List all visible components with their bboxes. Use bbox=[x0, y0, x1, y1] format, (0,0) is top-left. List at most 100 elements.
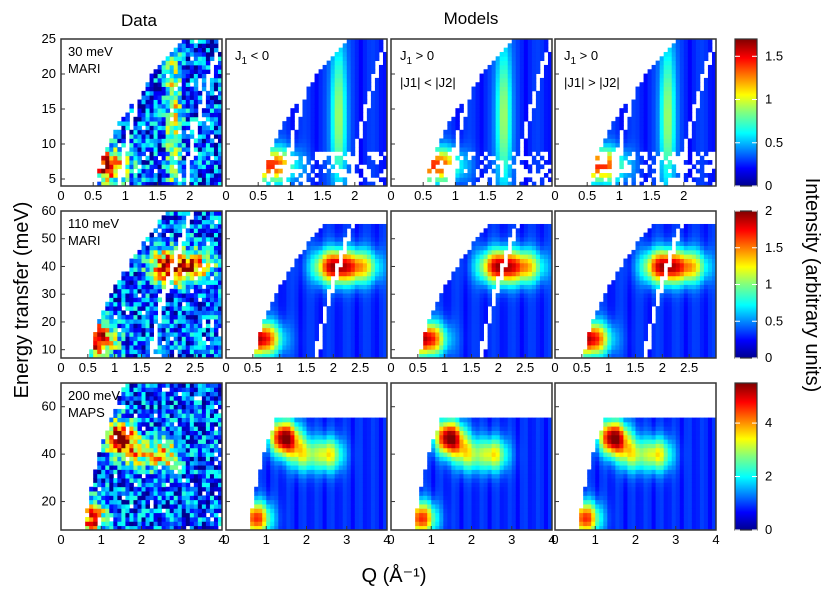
heatmap-cell bbox=[201, 121, 207, 126]
heatmap-cell bbox=[342, 121, 348, 126]
heatmap-cell bbox=[278, 314, 283, 320]
heatmap-cell bbox=[354, 64, 360, 70]
heatmap-cell bbox=[358, 267, 364, 272]
heatmap-cell bbox=[539, 249, 545, 255]
heatmap-cell bbox=[503, 232, 509, 238]
heatmap-cell bbox=[358, 293, 364, 298]
heatmap-cell bbox=[141, 142, 146, 148]
heatmap-cell bbox=[519, 323, 525, 329]
heatmap-cell bbox=[370, 168, 376, 174]
heatmap-cell bbox=[635, 160, 640, 165]
heatmap-cell bbox=[157, 280, 163, 285]
heatmap-cell bbox=[197, 160, 203, 165]
heatmap-cell bbox=[205, 64, 211, 70]
heatmap-cell bbox=[631, 103, 636, 109]
heatmap-cell bbox=[499, 177, 505, 183]
heatmap-cell bbox=[667, 116, 673, 122]
heatmap-cell bbox=[443, 142, 448, 148]
heatmap-cell bbox=[378, 245, 384, 251]
heatmap-cell bbox=[607, 164, 612, 170]
heatmap-cell bbox=[153, 310, 158, 316]
heatmap-cell bbox=[189, 310, 195, 316]
heatmap-cell bbox=[503, 314, 509, 320]
heatmap-cell bbox=[382, 155, 388, 161]
heatmap-cell bbox=[121, 138, 126, 144]
heatmap-cell bbox=[326, 241, 332, 246]
heatmap-cell bbox=[535, 332, 541, 337]
heatmap-cell bbox=[663, 73, 669, 79]
heatmap-cell bbox=[423, 345, 428, 350]
heatmap-cell bbox=[326, 284, 332, 290]
heatmap-cell bbox=[603, 138, 608, 144]
heatmap-cell bbox=[366, 241, 372, 246]
heatmap-cell bbox=[691, 64, 697, 70]
heatmap-cell bbox=[334, 173, 340, 178]
heatmap-cell bbox=[137, 151, 142, 157]
heatmap-cell bbox=[193, 138, 199, 144]
heatmap-cell bbox=[370, 173, 376, 178]
heatmap-cell bbox=[374, 241, 380, 246]
heatmap-cell bbox=[177, 319, 183, 324]
heatmap-cell bbox=[523, 293, 529, 298]
heatmap-cell bbox=[431, 327, 436, 333]
heatmap-cell bbox=[213, 280, 219, 285]
heatmap-cell bbox=[511, 181, 517, 187]
heatmap-cell bbox=[334, 236, 340, 242]
heatmap-cell bbox=[161, 258, 167, 264]
heatmap-cell bbox=[121, 297, 126, 303]
heatmap-cell bbox=[189, 293, 195, 298]
heatmap-cell bbox=[326, 332, 332, 337]
heatmap-cell bbox=[334, 86, 340, 92]
heatmap-cell bbox=[165, 129, 171, 135]
heatmap-cell bbox=[651, 155, 657, 161]
panel-energy-label: 30 meV bbox=[68, 44, 113, 59]
heatmap-cell bbox=[161, 319, 167, 324]
heatmap-cell bbox=[193, 82, 199, 87]
heatmap-cell bbox=[338, 164, 344, 170]
heatmap-cell bbox=[687, 155, 693, 161]
heatmap-cell bbox=[133, 267, 138, 272]
heatmap-cell bbox=[699, 177, 705, 183]
heatmap-cell bbox=[535, 129, 541, 135]
heatmap-cell bbox=[217, 64, 223, 70]
heatmap-cell bbox=[173, 60, 179, 66]
heatmap-cell bbox=[169, 249, 175, 255]
heatmap-cell bbox=[282, 284, 287, 290]
heatmap-cell bbox=[338, 236, 344, 242]
heatmap-cell bbox=[330, 69, 336, 74]
heatmap-cell bbox=[358, 280, 364, 285]
heatmap-cell bbox=[101, 332, 106, 337]
heatmap-cell bbox=[213, 262, 219, 268]
heatmap-cell bbox=[201, 258, 207, 264]
heatmap-cell bbox=[463, 142, 468, 148]
heatmap-cell bbox=[511, 86, 517, 92]
heatmap-cell bbox=[217, 147, 223, 152]
heatmap-cell bbox=[197, 241, 203, 246]
heatmap-cell bbox=[197, 51, 203, 57]
heatmap-cell bbox=[467, 345, 472, 350]
heatmap-cell bbox=[294, 345, 299, 350]
heatmap-cell bbox=[366, 125, 372, 131]
heatmap-cell bbox=[278, 168, 283, 174]
heatmap-cell bbox=[467, 297, 472, 303]
heatmap-cell bbox=[165, 164, 171, 170]
heatmap-cell bbox=[342, 323, 348, 329]
heatmap-cell bbox=[302, 332, 307, 337]
heatmap-cell bbox=[213, 43, 219, 49]
heatmap-cell bbox=[161, 99, 167, 105]
heatmap-cell bbox=[177, 262, 183, 268]
heatmap-cell bbox=[306, 121, 311, 126]
heatmap-cell bbox=[382, 142, 388, 148]
heatmap-cell bbox=[205, 349, 211, 355]
heatmap-cell bbox=[435, 314, 440, 320]
heatmap-cell bbox=[547, 138, 553, 144]
heatmap-cell bbox=[350, 310, 356, 316]
heatmap-cell bbox=[491, 138, 497, 144]
heatmap-cell bbox=[531, 336, 537, 342]
heatmap-cell bbox=[354, 314, 360, 320]
heatmap-cell bbox=[294, 129, 299, 135]
heatmap-cell bbox=[495, 345, 501, 350]
heatmap-cell bbox=[491, 116, 497, 122]
heatmap-cell bbox=[711, 77, 717, 83]
